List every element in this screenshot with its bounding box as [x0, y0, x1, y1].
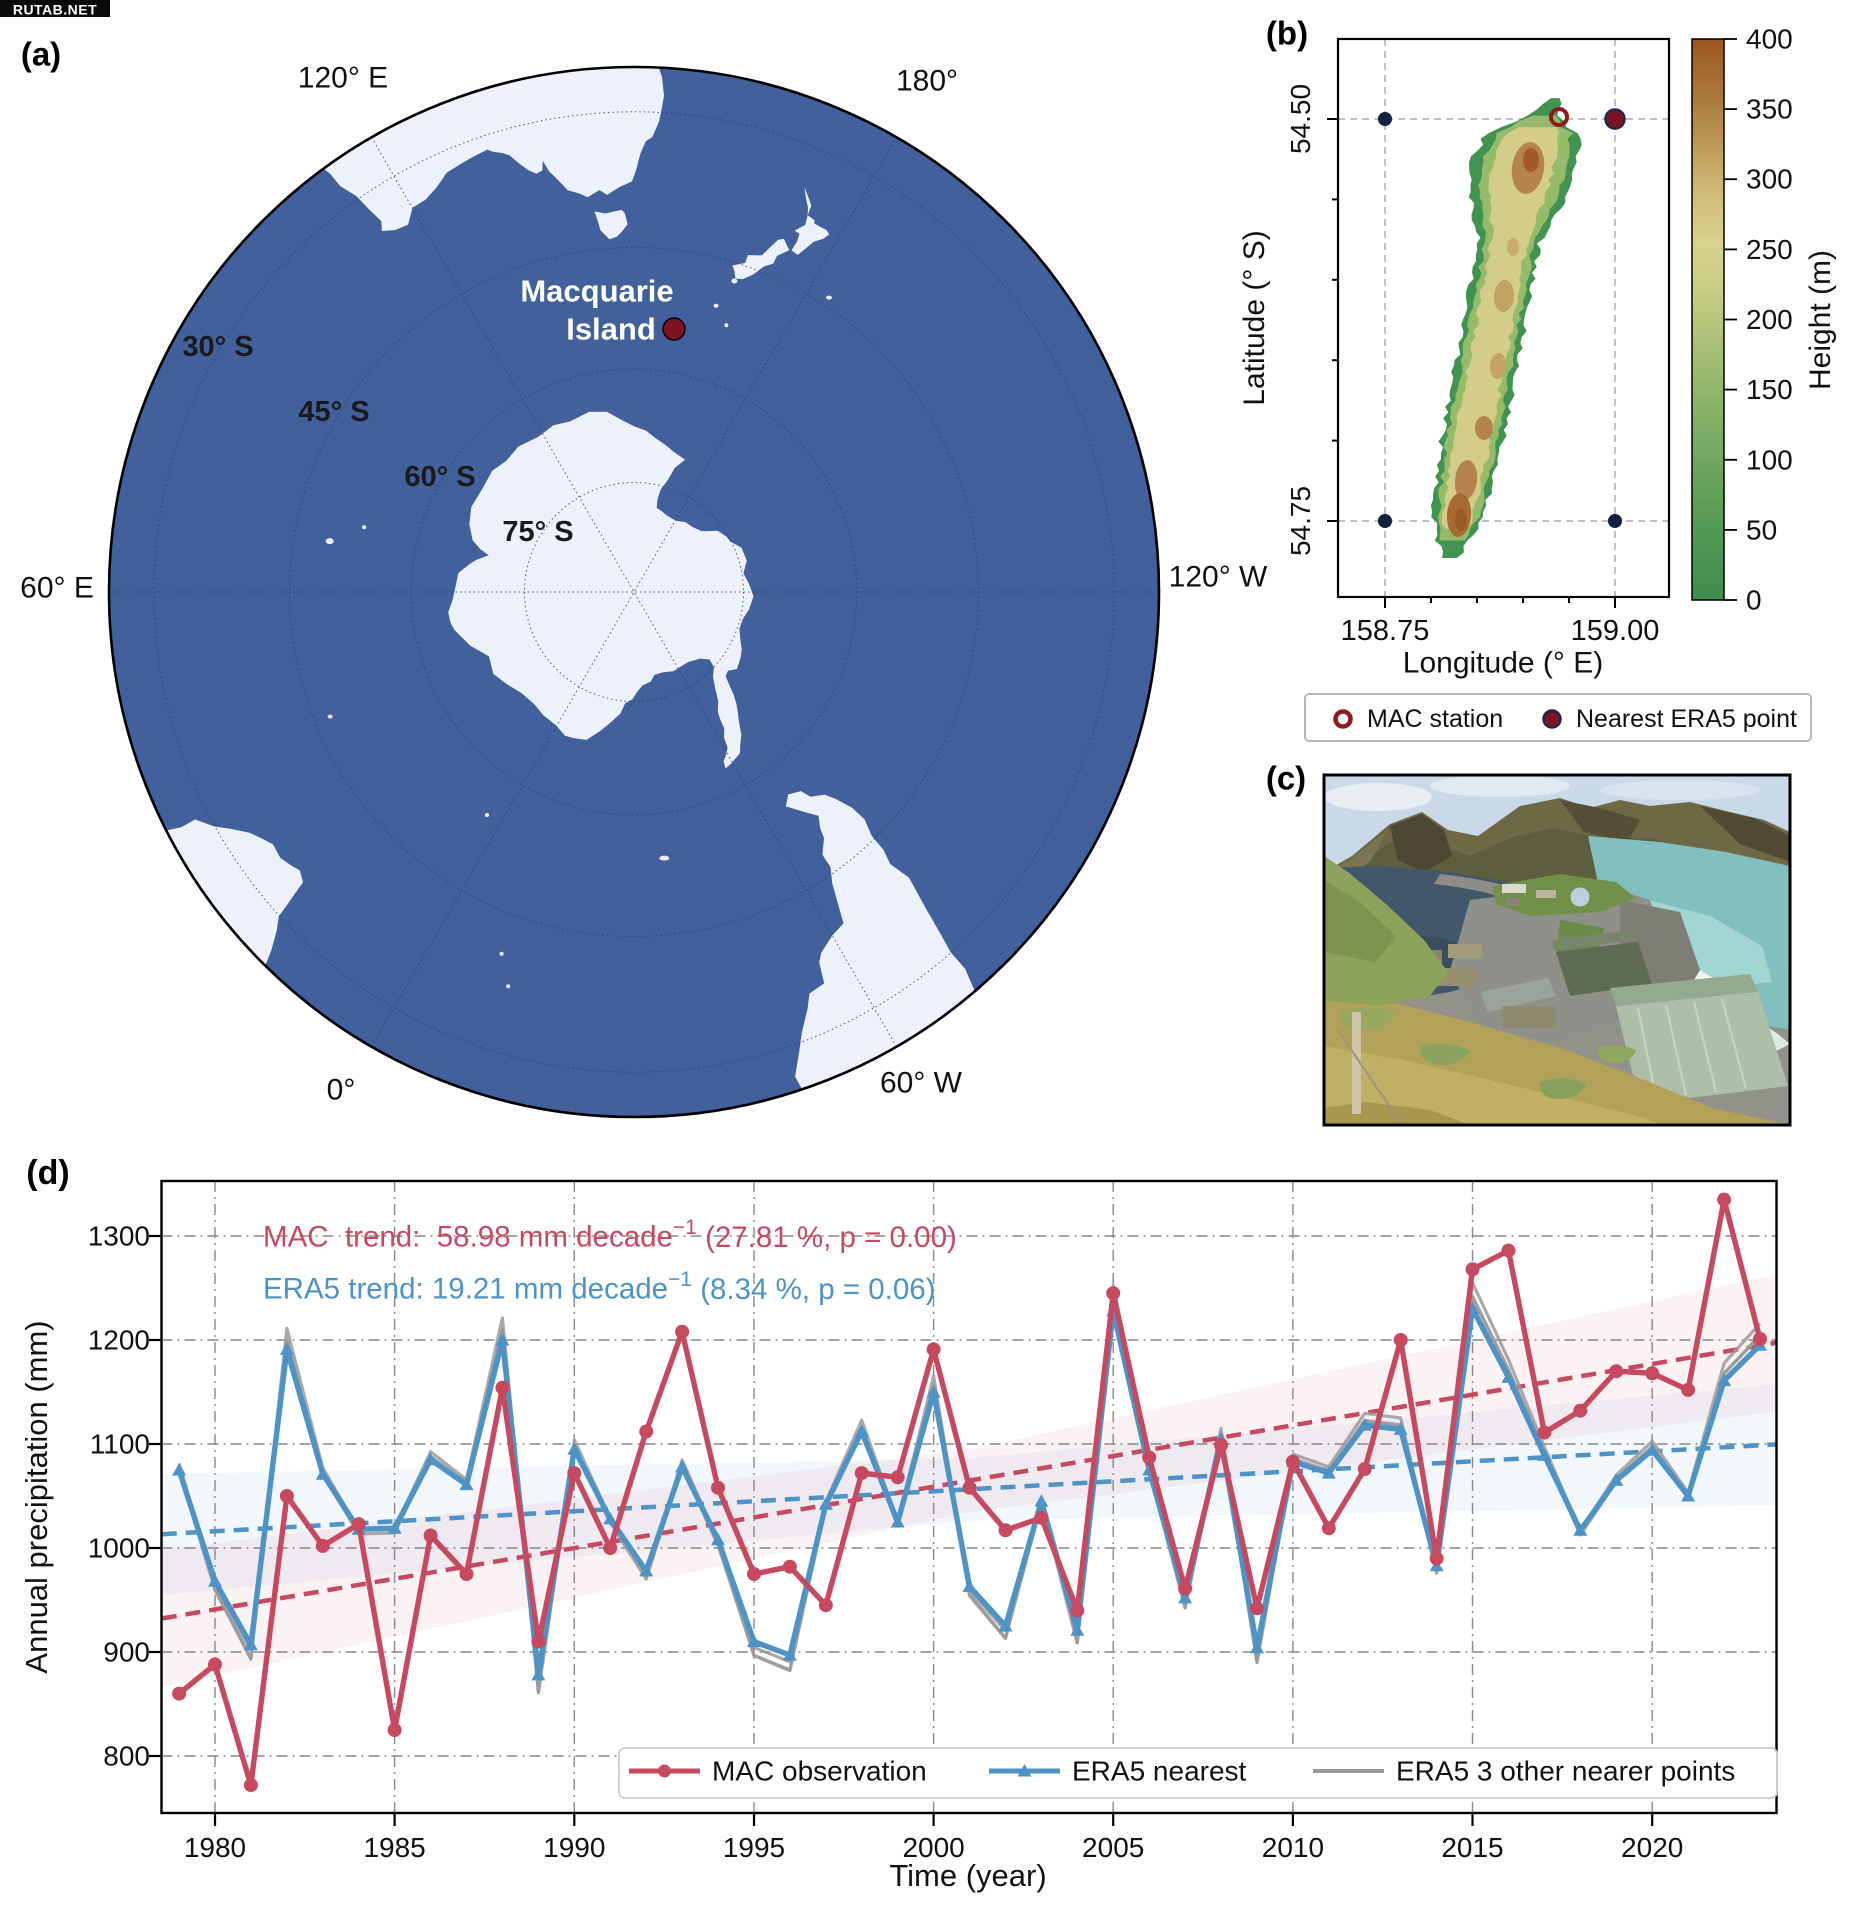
- svg-text:30° S: 30° S: [182, 331, 253, 363]
- svg-text:(b): (b): [1266, 15, 1308, 52]
- svg-text:180°: 180°: [896, 65, 958, 98]
- svg-text:100: 100: [1746, 444, 1793, 475]
- svg-text:1100: 1100: [90, 1429, 150, 1460]
- svg-text:900: 900: [103, 1637, 150, 1668]
- svg-text:ERA5 nearest: ERA5 nearest: [1072, 1756, 1247, 1787]
- svg-text:(a): (a): [21, 36, 61, 73]
- svg-text:200: 200: [1746, 304, 1793, 335]
- svg-text:2010: 2010: [1262, 1832, 1324, 1863]
- svg-text:ERA5 trend: 19.21 mm decade−1: ERA5 trend: 19.21 mm decade−1 (8.34 %, p…: [263, 1268, 936, 1306]
- svg-text:54.50: 54.50: [1285, 84, 1316, 154]
- svg-text:1200: 1200: [88, 1325, 150, 1356]
- svg-text:1990: 1990: [543, 1832, 605, 1863]
- svg-text:75° S: 75° S: [502, 516, 573, 548]
- svg-text:120° E: 120° E: [298, 62, 388, 95]
- svg-text:MAC observation: MAC observation: [712, 1756, 927, 1787]
- svg-text:2015: 2015: [1441, 1832, 1503, 1863]
- svg-text:60° E: 60° E: [20, 572, 94, 605]
- svg-text:1995: 1995: [723, 1832, 785, 1863]
- svg-text:1000: 1000: [88, 1533, 150, 1564]
- svg-text:400: 400: [1746, 24, 1793, 55]
- svg-text:RUTAB.NET: RUTAB.NET: [13, 2, 97, 18]
- svg-text:Longitude (° E): Longitude (° E): [1403, 647, 1603, 680]
- svg-text:MAC trend: 58.98 mm decade−1: MAC trend: 58.98 mm decade−1 (27.81 %, p…: [263, 1216, 957, 1254]
- svg-text:1985: 1985: [363, 1832, 425, 1863]
- svg-text:50: 50: [1746, 514, 1777, 545]
- svg-text:Nearest ERA5 point: Nearest ERA5 point: [1576, 705, 1797, 733]
- svg-text:(d): (d): [26, 1154, 69, 1192]
- svg-text:120° W: 120° W: [1169, 561, 1268, 594]
- svg-text:(c): (c): [1266, 760, 1306, 797]
- svg-text:Latitude (° S): Latitude (° S): [1238, 230, 1271, 405]
- svg-text:Macquarie: Macquarie: [520, 274, 673, 309]
- svg-text:1980: 1980: [184, 1832, 246, 1863]
- svg-text:45° S: 45° S: [298, 396, 369, 428]
- svg-text:ERA5 3 other nearer points: ERA5 3 other nearer points: [1396, 1756, 1735, 1787]
- svg-text:2020: 2020: [1621, 1832, 1683, 1863]
- svg-text:MAC station: MAC station: [1367, 705, 1503, 733]
- svg-text:0°: 0°: [327, 1074, 356, 1107]
- svg-text:300: 300: [1746, 164, 1793, 195]
- svg-text:158.75: 158.75: [1341, 615, 1430, 647]
- svg-text:2000: 2000: [902, 1832, 964, 1863]
- svg-text:250: 250: [1746, 234, 1793, 265]
- svg-text:150: 150: [1746, 374, 1793, 405]
- svg-text:Time (year): Time (year): [889, 1858, 1046, 1893]
- svg-text:800: 800: [103, 1741, 150, 1772]
- svg-text:60° W: 60° W: [880, 1067, 963, 1100]
- svg-text:Height (m): Height (m): [1804, 250, 1837, 390]
- svg-text:0: 0: [1746, 585, 1762, 616]
- svg-text:60° S: 60° S: [404, 461, 475, 493]
- svg-text:350: 350: [1746, 94, 1793, 125]
- svg-text:1300: 1300: [88, 1221, 150, 1252]
- svg-text:54.75: 54.75: [1285, 486, 1316, 556]
- svg-text:2005: 2005: [1082, 1832, 1144, 1863]
- svg-text:159.00: 159.00: [1571, 615, 1660, 647]
- svg-text:Island: Island: [566, 312, 656, 347]
- svg-text:Annual precipitation (mm): Annual precipitation (mm): [19, 1320, 54, 1673]
